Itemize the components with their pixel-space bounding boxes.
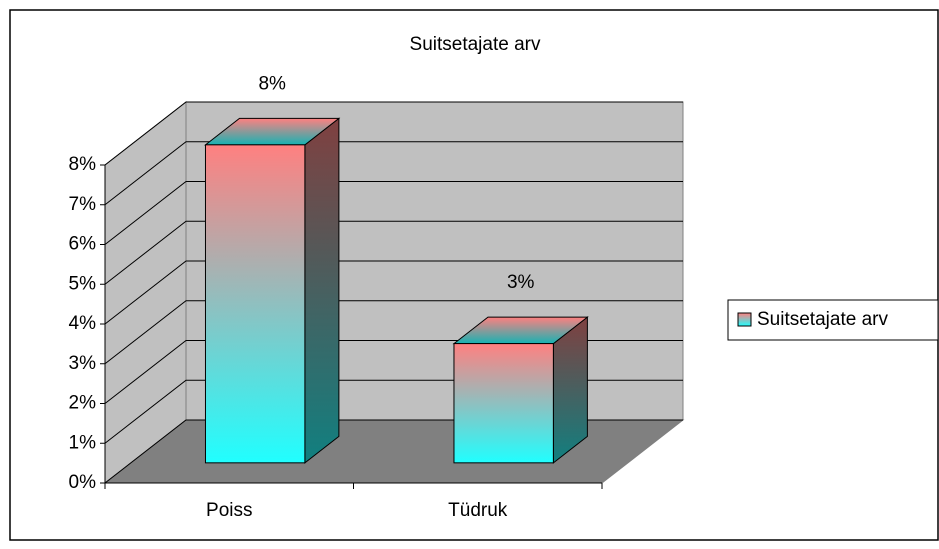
x-tick-label: Poiss xyxy=(206,500,252,521)
y-tick-label: 2% xyxy=(69,393,97,414)
grid-line xyxy=(104,101,683,166)
legend-swatch xyxy=(737,312,752,327)
y-tick-label: 4% xyxy=(69,313,97,334)
y-tick-label: 8% xyxy=(69,154,97,175)
bar xyxy=(453,343,554,464)
y-tick-label: 1% xyxy=(69,432,97,453)
grid-line xyxy=(104,300,683,365)
y-tick-label: 5% xyxy=(69,273,97,294)
chart-title: Suitsetajate arv xyxy=(410,34,541,55)
bar-side xyxy=(304,117,340,464)
legend-label: Suitsetajate arv xyxy=(757,309,888,330)
y-tick-label: 3% xyxy=(69,353,97,374)
grid-line xyxy=(104,260,683,325)
y-tick-label: 7% xyxy=(69,194,97,215)
bar xyxy=(204,144,306,464)
grid-line xyxy=(104,220,683,285)
y-tick-label: 6% xyxy=(69,234,97,255)
y-tick-label: 0% xyxy=(69,472,97,493)
grid-line xyxy=(104,181,683,245)
floor xyxy=(103,419,685,484)
data-label: 8% xyxy=(258,73,286,94)
grid-line xyxy=(104,141,683,206)
x-tick-label: Tüdruk xyxy=(448,500,508,521)
legend-box xyxy=(727,299,939,341)
data-label: 3% xyxy=(507,272,535,293)
